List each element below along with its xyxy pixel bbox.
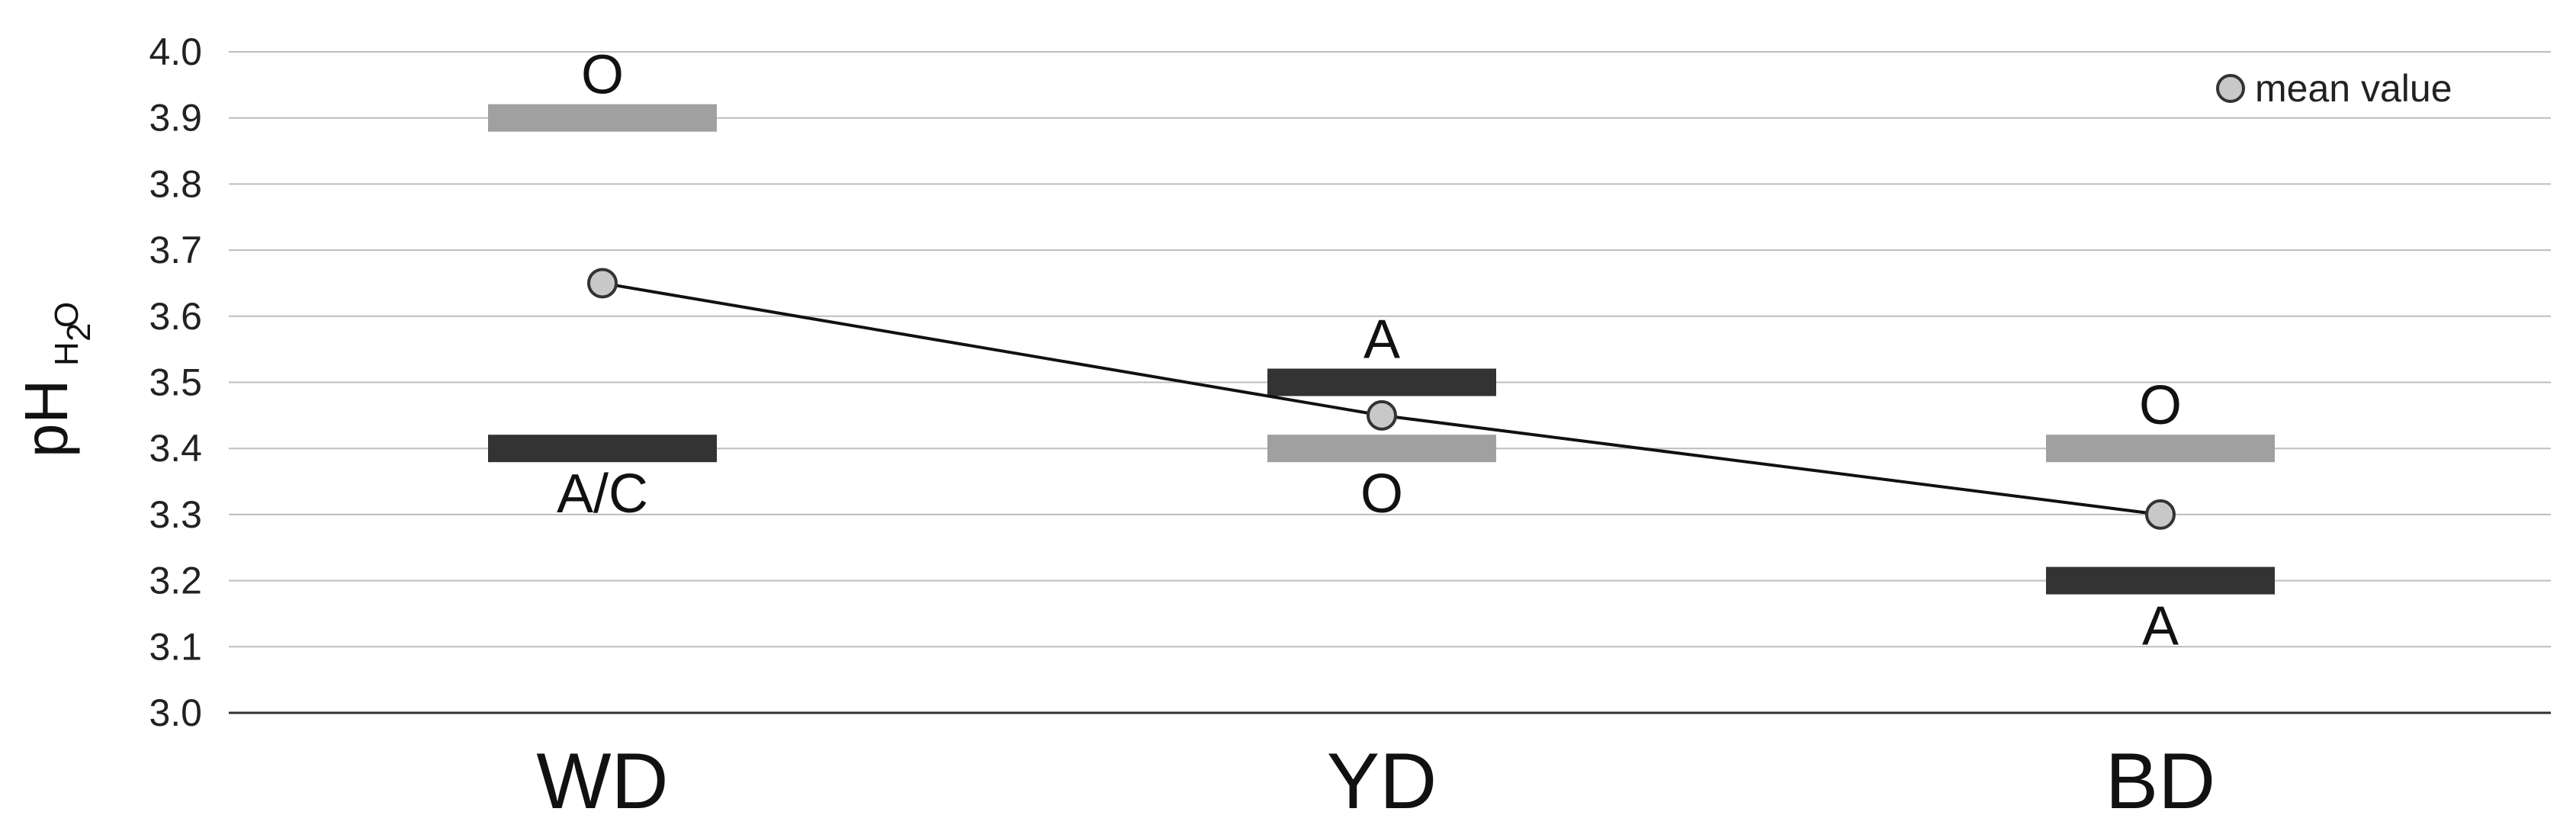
y-tick-label: 3.2 — [149, 560, 202, 602]
y-tick-label: 3.6 — [149, 295, 202, 338]
y-tick-label: 3.0 — [149, 691, 202, 734]
y-axis-label: pH H2O — [12, 302, 98, 457]
y-tick-label: 3.5 — [149, 361, 202, 404]
y-tick-label: 3.8 — [149, 162, 202, 205]
y-tick-label: 3.7 — [149, 229, 202, 271]
category-label-yd: YD — [1327, 737, 1437, 826]
horizon-label: O — [581, 45, 624, 106]
y-tick-label: 4.0 — [149, 30, 202, 73]
mean-points — [587, 268, 2176, 530]
horizon-bar-bd-a — [2046, 566, 2275, 595]
legend-label: mean value — [2255, 67, 2452, 110]
y-axis-title-sub-2: 2 — [60, 323, 98, 342]
category-label-wd: WD — [536, 737, 668, 826]
y-tick-label: 3.1 — [149, 625, 202, 668]
legend-marker — [2216, 74, 2245, 103]
y-tick-label: 3.9 — [149, 97, 202, 140]
horizon-bar-wd-o — [488, 104, 717, 132]
horizon-label: O — [1360, 464, 1403, 525]
x-axis-categories: WD YD BD — [536, 737, 2215, 826]
horizon-bar-yd-o — [1267, 435, 1496, 463]
y-tick-label: 3.4 — [149, 427, 202, 470]
mean-point-bd — [2145, 499, 2176, 530]
horizon-label: A — [1363, 310, 1400, 371]
category-label-bd: BD — [2105, 737, 2215, 826]
mean-point-wd — [587, 268, 618, 299]
y-axis-ticks: 3.0 3.1 3.2 3.3 3.4 3.5 3.6 3.7 3.8 3.9 4.0 — [149, 30, 202, 734]
horizon-label: A — [2142, 596, 2179, 657]
y-axis-title-sub-H: H — [48, 342, 85, 366]
horizon-label: A/C — [557, 464, 648, 525]
legend: mean value — [2216, 67, 2452, 110]
y-axis-title: pH H2O — [12, 302, 98, 457]
horizon-bar-wd-ac — [488, 435, 717, 463]
horizon-label: O — [2139, 375, 2182, 436]
y-axis-title-main: pH — [12, 380, 80, 457]
horizon-markers: O A/C A O O A — [488, 45, 2275, 657]
y-axis-title-sub-O: O — [48, 302, 85, 328]
horizon-bar-bd-o — [2046, 435, 2275, 463]
mean-point-yd — [1367, 399, 1397, 431]
horizon-bar-yd-a — [1267, 368, 1496, 396]
y-tick-label: 3.3 — [149, 493, 202, 536]
